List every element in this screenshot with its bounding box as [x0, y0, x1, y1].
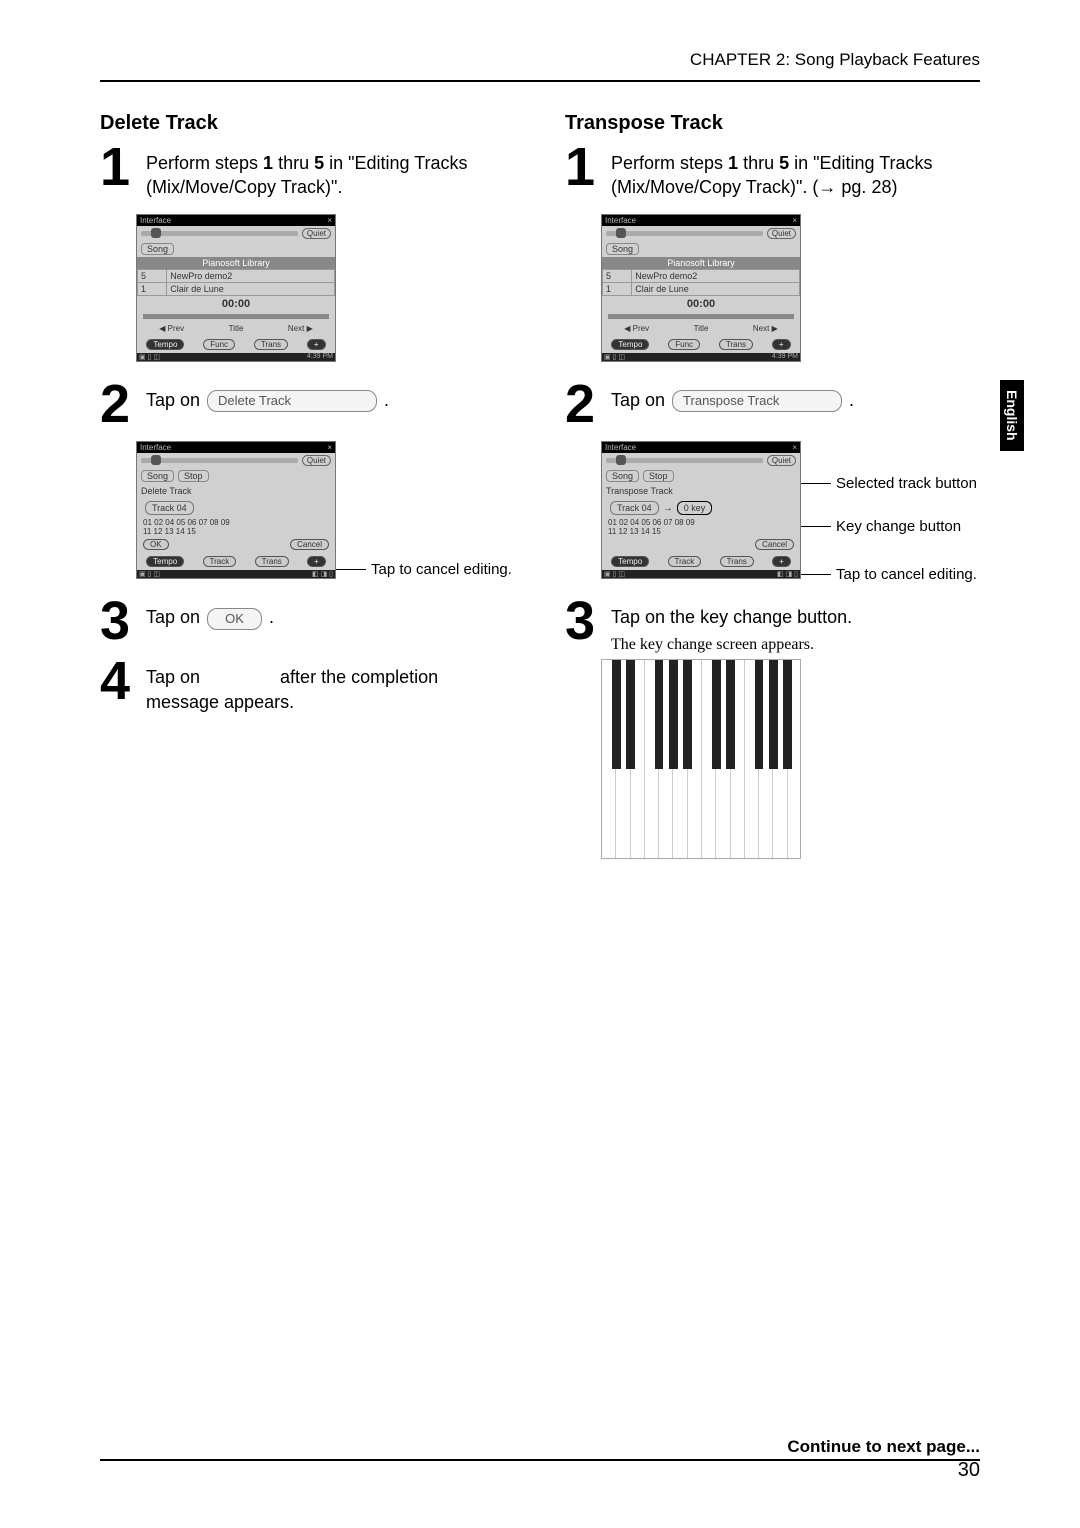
callout-key-change: Key change button: [836, 518, 961, 535]
progress-bar: [143, 314, 329, 319]
step-number: 1: [100, 145, 136, 191]
cancel-button: Cancel: [755, 539, 794, 550]
step-number: 2: [100, 382, 136, 428]
step-subnote: The key change screen appears.: [611, 634, 852, 656]
left-step-3: 3 Tap on OK .: [100, 599, 515, 645]
right-step-2: 2 Tap on Transpose Track .: [565, 382, 980, 428]
piano-keyboard-image: [601, 659, 801, 859]
selected-track-button: Track 04: [610, 501, 659, 515]
callout-selected-track: Selected track button: [836, 475, 977, 492]
left-step-4: 4 Tap on after the completion message ap…: [100, 659, 515, 714]
screenshot-library: Interface× Quiet Song Pianosoft Library …: [601, 214, 980, 362]
step-text: Tap on after the completion message appe…: [146, 659, 515, 714]
key-change-button: 0 key: [677, 501, 713, 515]
ok-button: OK: [143, 539, 169, 550]
t: Tap on: [146, 667, 205, 687]
step-number: 1: [565, 145, 601, 191]
arrow-icon: →: [663, 503, 673, 514]
track-numbers: 11 12 13 14 15: [137, 527, 335, 536]
status-icons: ▣ ▯ ◫: [139, 353, 160, 361]
ok-button[interactable]: OK: [207, 608, 262, 630]
callout-cancel: Tap to cancel editing.: [836, 566, 977, 583]
t: Tap on: [146, 390, 205, 410]
tab: Trans: [254, 339, 288, 350]
t: Perform steps: [146, 153, 263, 173]
step-text: Tap on Transpose Track .: [611, 382, 854, 412]
step-text: Tap on Delete Track .: [146, 382, 389, 412]
quiet-button: Quiet: [302, 228, 331, 239]
t: thru: [273, 153, 314, 173]
delete-track-label: Delete Track: [137, 484, 335, 498]
callout-cancel: Tap to cancel editing.: [371, 561, 512, 578]
screenshot-transpose-track: Interface× Quiet SongStop Transpose Trac…: [601, 441, 980, 579]
step-number: 3: [565, 599, 601, 645]
close-icon: ×: [327, 216, 332, 225]
screenshot-library: Interface× Quiet Song Pianosoft Library …: [136, 214, 515, 362]
tab: Func: [203, 339, 235, 350]
track-table: 5NewPro demo2 1Clair de Lune: [137, 269, 335, 296]
left-step-1: 1 Perform steps 1 thru 5 in "Editing Tra…: [100, 145, 515, 200]
step-number: 4: [100, 659, 136, 705]
delete-track-title: Delete Track: [100, 112, 515, 135]
b: 1: [263, 153, 273, 173]
step-number: 2: [565, 382, 601, 428]
volume-slider: [141, 231, 298, 236]
t: Interface: [140, 216, 171, 225]
plus-icon: +: [307, 339, 326, 350]
t: .: [379, 390, 389, 410]
step-text: Perform steps 1 thru 5 in "Editing Track…: [146, 145, 515, 200]
nav-row: ◀ PrevTitleNext ▶: [137, 321, 335, 336]
transpose-track-button[interactable]: Transpose Track: [672, 390, 842, 412]
delete-track-button[interactable]: Delete Track: [207, 390, 377, 412]
clock: 4:39 PM: [307, 353, 333, 361]
song-label: Song: [141, 243, 174, 255]
step-text: Tap on the key change button. The key ch…: [611, 599, 852, 655]
tab: Tempo: [146, 339, 184, 350]
step-number: 3: [100, 599, 136, 645]
b: 5: [314, 153, 324, 173]
step-text: Tap on OK .: [146, 599, 274, 629]
t: .: [264, 607, 274, 627]
transpose-label: Transpose Track: [602, 484, 800, 498]
t: Tap on: [146, 607, 205, 627]
right-step-1: 1 Perform steps 1 thru 5 in "Editing Tra…: [565, 145, 980, 200]
track-box: Track 04: [145, 501, 194, 515]
screenshot-delete-track: Interface× Quiet SongStop Delete Track T…: [136, 441, 515, 579]
cancel-button: Cancel: [290, 539, 329, 550]
step-text: Perform steps 1 thru 5 in "Editing Track…: [611, 145, 980, 200]
track-numbers: 01 02 04 05 06 07 08 09: [137, 518, 335, 527]
time-display: 00:00: [137, 296, 335, 312]
left-step-2: 2 Tap on Delete Track .: [100, 382, 515, 428]
language-tab: English: [1000, 380, 1024, 451]
page-header: CHAPTER 2: Song Playback Features: [100, 50, 980, 82]
transpose-track-title: Transpose Track: [565, 112, 980, 135]
right-step-3: 3 Tap on the key change button. The key …: [565, 599, 980, 655]
continue-label: Continue to next page...: [100, 1437, 980, 1457]
page-number: 30: [100, 1459, 980, 1482]
library-header: Pianosoft Library: [137, 257, 335, 269]
